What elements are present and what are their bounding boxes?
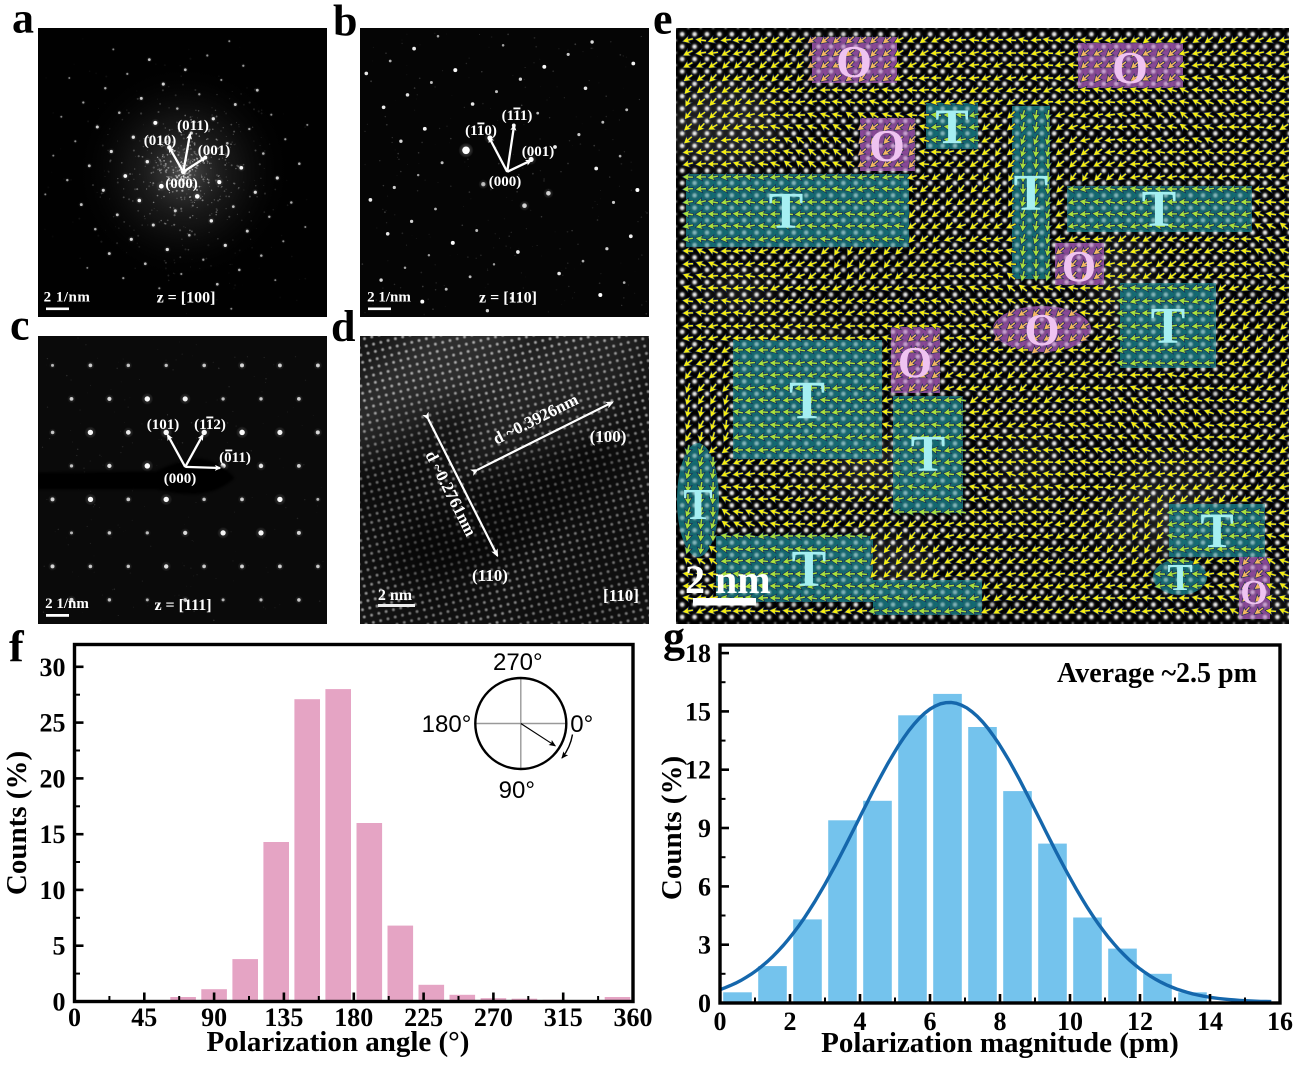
svg-text:T: T — [1151, 298, 1186, 355]
svg-text:O: O — [1240, 573, 1267, 612]
svg-text:30: 30 — [40, 653, 66, 682]
svg-text:16: 16 — [1267, 1007, 1293, 1036]
svg-text:T: T — [935, 98, 968, 154]
svg-text:2 1/nm: 2 1/nm — [367, 290, 411, 306]
svg-text:(011): (011) — [177, 118, 209, 134]
svg-text:(101): (101) — [147, 417, 180, 433]
svg-text:T: T — [792, 541, 827, 598]
svg-text:(001): (001) — [522, 144, 555, 160]
svg-text:(011): (011) — [219, 450, 251, 466]
svg-text:9: 9 — [698, 814, 711, 843]
svg-text:20: 20 — [40, 764, 66, 793]
svg-text:2 1/nm: 2 1/nm — [44, 290, 91, 306]
svg-text:Polarization angle (°): Polarization angle (°) — [207, 1026, 470, 1058]
svg-text:T: T — [683, 480, 712, 529]
svg-text:(001): (001) — [198, 143, 231, 159]
svg-text:z = [111]: z = [111] — [154, 597, 211, 614]
svg-text:O: O — [1024, 305, 1059, 355]
svg-text:180: 180 — [334, 1003, 373, 1032]
svg-text:T: T — [1014, 165, 1049, 222]
svg-text:0: 0 — [714, 1007, 727, 1036]
svg-text:c: c — [10, 301, 30, 350]
svg-text:2 nm: 2 nm — [378, 587, 413, 604]
svg-text:T: T — [1200, 502, 1233, 558]
svg-text:90°: 90° — [499, 777, 535, 804]
svg-text:0°: 0° — [570, 711, 593, 738]
svg-text:0: 0 — [53, 988, 66, 1017]
svg-text:8: 8 — [994, 1007, 1007, 1036]
svg-text:15: 15 — [40, 820, 66, 849]
svg-text:g: g — [663, 613, 685, 662]
svg-text:3: 3 — [698, 931, 711, 960]
svg-text:5: 5 — [53, 932, 66, 961]
svg-text:2 nm: 2 nm — [685, 557, 771, 602]
svg-text:Average ~2.5 pm: Average ~2.5 pm — [1057, 658, 1257, 689]
svg-text:45: 45 — [131, 1003, 157, 1032]
svg-text:(111): (111) — [502, 108, 533, 124]
svg-text:T: T — [789, 370, 825, 430]
svg-text:25: 25 — [40, 709, 66, 738]
svg-text:O: O — [1112, 42, 1148, 93]
svg-text:315: 315 — [544, 1003, 583, 1032]
svg-text:Counts (%): Counts (%) — [656, 756, 688, 900]
svg-text:a: a — [12, 0, 34, 43]
svg-text:2 1/nm: 2 1/nm — [45, 596, 89, 612]
svg-text:(100): (100) — [590, 427, 627, 446]
svg-text:225: 225 — [404, 1003, 443, 1032]
svg-text:(000): (000) — [165, 176, 198, 192]
svg-text:18: 18 — [685, 639, 711, 668]
svg-text:14: 14 — [1197, 1007, 1223, 1036]
svg-text:6: 6 — [924, 1007, 937, 1036]
svg-text:270°: 270° — [493, 649, 543, 676]
svg-text:135: 135 — [264, 1003, 303, 1032]
svg-text:f: f — [9, 622, 25, 671]
svg-text:0: 0 — [698, 989, 711, 1018]
svg-text:T: T — [1167, 557, 1192, 599]
svg-text:T: T — [769, 183, 804, 240]
svg-text:2: 2 — [784, 1007, 797, 1036]
svg-text:(000): (000) — [164, 471, 197, 487]
svg-text:180°: 180° — [422, 711, 472, 738]
svg-text:O: O — [869, 120, 905, 171]
svg-text:10: 10 — [40, 876, 66, 905]
svg-text:[110]: [110] — [603, 586, 639, 605]
svg-text:10: 10 — [1057, 1007, 1083, 1036]
svg-text:360: 360 — [614, 1003, 653, 1032]
svg-text:(010): (010) — [144, 133, 177, 149]
svg-text:15: 15 — [685, 697, 711, 726]
svg-text:270: 270 — [474, 1003, 513, 1032]
svg-text:Counts (%): Counts (%) — [1, 751, 33, 895]
svg-text:b: b — [333, 0, 357, 46]
svg-text:Polarization magnitude (pm): Polarization magnitude (pm) — [821, 1027, 1179, 1059]
svg-text:O: O — [836, 36, 872, 87]
svg-text:O: O — [898, 338, 932, 387]
svg-text:12: 12 — [685, 756, 711, 785]
svg-text:z = [100]: z = [100] — [157, 290, 216, 307]
svg-text:e: e — [653, 0, 673, 44]
svg-text:z = [110]: z = [110] — [479, 290, 537, 307]
svg-text:d: d — [331, 302, 355, 351]
svg-text:0: 0 — [68, 1003, 81, 1032]
svg-text:90: 90 — [201, 1003, 227, 1032]
svg-text:T: T — [1142, 181, 1177, 238]
svg-text:O: O — [1062, 242, 1096, 291]
svg-text:(000): (000) — [489, 174, 522, 190]
svg-text:(110): (110) — [465, 123, 497, 139]
svg-text:(112): (112) — [194, 417, 226, 433]
svg-text:T: T — [911, 426, 946, 483]
svg-text:6: 6 — [698, 872, 711, 901]
svg-text:4: 4 — [854, 1007, 867, 1036]
svg-text:12: 12 — [1127, 1007, 1153, 1036]
svg-text:(110): (110) — [472, 566, 508, 585]
